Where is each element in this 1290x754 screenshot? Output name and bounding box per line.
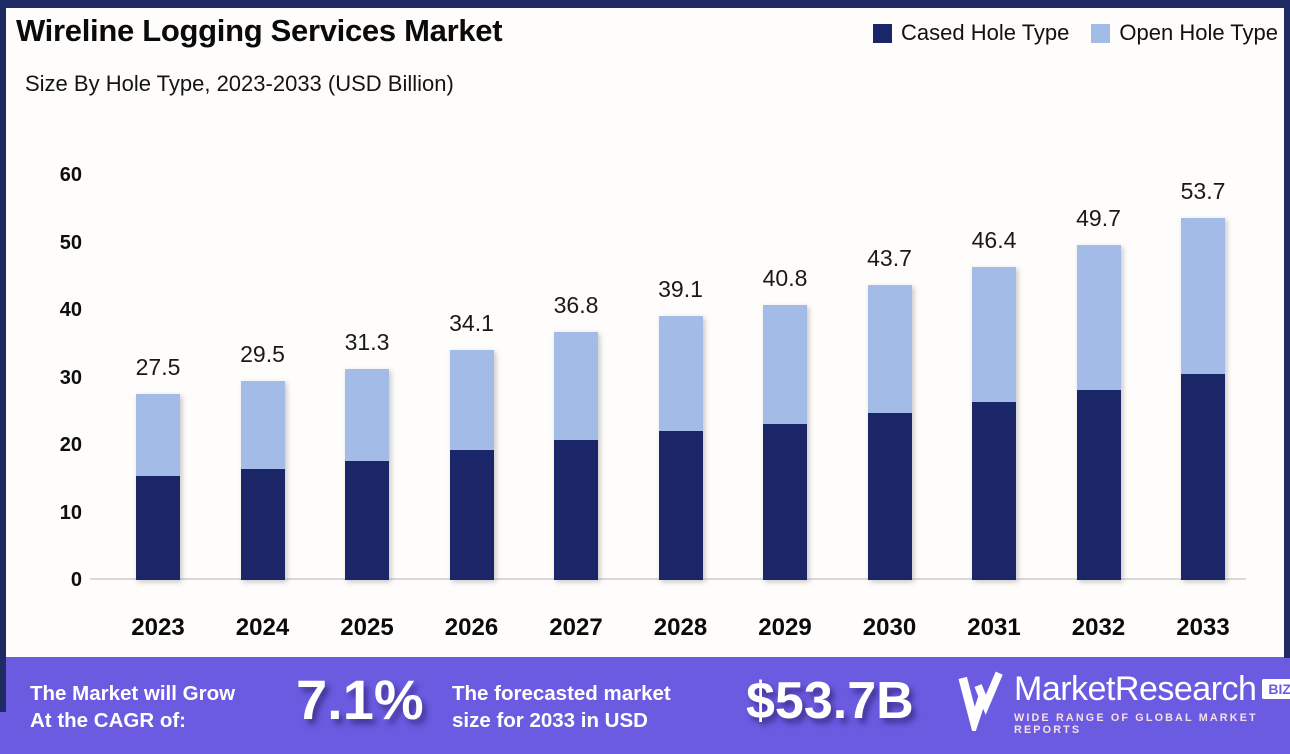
y-axis-tick: 40 [59, 299, 82, 321]
bar-2024 [240, 380, 285, 580]
frame-border-right [1284, 0, 1290, 658]
brand-text: MarketResearch BIZ WIDE RANGE OF GLOBAL … [1014, 669, 1290, 736]
y-axis-tick: 20 [59, 434, 82, 456]
cagr-label-line1: The Market will Grow [30, 682, 236, 705]
x-axis-label: 2033 [1176, 614, 1230, 641]
bar-2030 [867, 285, 912, 580]
cased-hole-segment [240, 468, 285, 580]
cagr-value: 7.1% [296, 668, 424, 731]
x-axis-label: 2028 [653, 614, 708, 641]
bar-total-label: 27.5 [135, 354, 181, 381]
legend-label: Cased Hole Type [901, 20, 1070, 45]
open-hole-segment [972, 266, 1016, 402]
forecast-label-line2: size for 2033 in USD [452, 709, 648, 732]
bar-total-label: 31.3 [344, 328, 390, 355]
brand-logo: MarketResearch BIZ WIDE RANGE OF GLOBAL … [956, 669, 1290, 738]
x-axis-label: 2025 [340, 614, 394, 641]
bar-total-label: 46.4 [971, 226, 1017, 253]
frame-border-left [0, 0, 6, 712]
cased-hole-segment [972, 401, 1016, 580]
x-axis-label: 2030 [862, 614, 917, 641]
bar-2032 [1076, 244, 1121, 580]
bar-2028 [658, 316, 703, 580]
x-axis-label: 2026 [444, 614, 499, 641]
x-axis-label: 2027 [549, 614, 603, 641]
bar-2023 [136, 394, 180, 580]
legend-item-open-hole: Open Hole Type [1091, 20, 1278, 46]
open-hole-segment [345, 368, 389, 462]
brand-name: MarketResearch [1014, 670, 1257, 708]
brand-suffix-badge: BIZ [1262, 679, 1290, 699]
bar-total-label: 36.8 [553, 291, 599, 318]
cased-hole-segment [345, 461, 389, 580]
bar-2027 [554, 331, 598, 580]
cased-hole-segment [554, 439, 598, 580]
x-axis-label: 2029 [758, 614, 812, 641]
legend-item-cased-hole: Cased Hole Type [873, 20, 1069, 46]
cased-hole-segment [867, 412, 912, 580]
open-hole-segment [1181, 217, 1225, 375]
open-hole-segment [554, 331, 598, 440]
bar-2025 [345, 368, 389, 580]
brand-checkmark-icon [956, 669, 1004, 738]
bar-total-label: 34.1 [449, 309, 494, 336]
y-axis-tick: 0 [70, 569, 82, 591]
cagr-label-line2: At the CAGR of: [30, 709, 187, 732]
x-axis-label: 2024 [235, 614, 290, 641]
bar-total-label: 29.5 [240, 340, 285, 367]
open-hole-segment [1076, 244, 1121, 390]
bar-total-label: 43.7 [867, 245, 912, 272]
bar-total-label: 39.1 [658, 276, 703, 303]
cased-hole-segment [1181, 374, 1225, 580]
y-axis-tick: 50 [59, 231, 82, 254]
chart-subtitle: Size By Hole Type, 2023-2033 (USD Billio… [25, 71, 454, 96]
bar-total-label: 49.7 [1076, 204, 1121, 231]
x-axis-label: 2023 [131, 614, 185, 641]
x-axis-label: 2032 [1071, 614, 1126, 641]
open-hole-segment [867, 285, 912, 413]
bar-2033 [1181, 217, 1225, 580]
cased-hole-segment [136, 476, 180, 580]
y-axis-tick: 30 [59, 366, 82, 389]
open-hole-segment [449, 349, 494, 451]
cased-hole-segment [763, 424, 807, 580]
cagr-banner: The Market will Grow At the CAGR of: 7.1… [0, 657, 1290, 754]
cased-hole-segment [449, 450, 494, 580]
y-axis-tick: 60 [59, 164, 82, 186]
forecast-value: $53.7B [746, 672, 914, 730]
frame-border-top [0, 0, 1290, 8]
cased-hole-segment [658, 431, 703, 580]
open-hole-segment [763, 304, 807, 425]
chart-legend: Cased Hole Type Open Hole Type [873, 20, 1278, 46]
open-hole-segment [240, 380, 285, 469]
forecast-label-line1: The forecasted market [452, 682, 671, 705]
bar-total-label: 53.7 [1180, 177, 1226, 204]
x-axis-label: 2031 [967, 614, 1021, 641]
legend-label: Open Hole Type [1119, 20, 1278, 45]
chart-title: Wireline Logging Services Market [16, 13, 503, 48]
open-hole-segment [658, 316, 703, 432]
legend-swatch-icon [873, 23, 893, 43]
cagr-label: The Market will Grow At the CAGR of: [30, 680, 235, 734]
bar-total-label: 40.8 [762, 264, 808, 291]
legend-swatch-icon [1091, 23, 1111, 43]
bar-2031 [972, 266, 1016, 580]
brand-tagline: WIDE RANGE OF GLOBAL MARKET REPORTS [1014, 712, 1258, 736]
bar-2029 [763, 304, 807, 580]
cased-hole-segment [1076, 389, 1121, 580]
forecast-label: The forecasted market size for 2033 in U… [452, 680, 671, 734]
y-axis-tick: 10 [59, 501, 82, 524]
bar-2026 [449, 349, 494, 580]
open-hole-segment [136, 394, 180, 477]
